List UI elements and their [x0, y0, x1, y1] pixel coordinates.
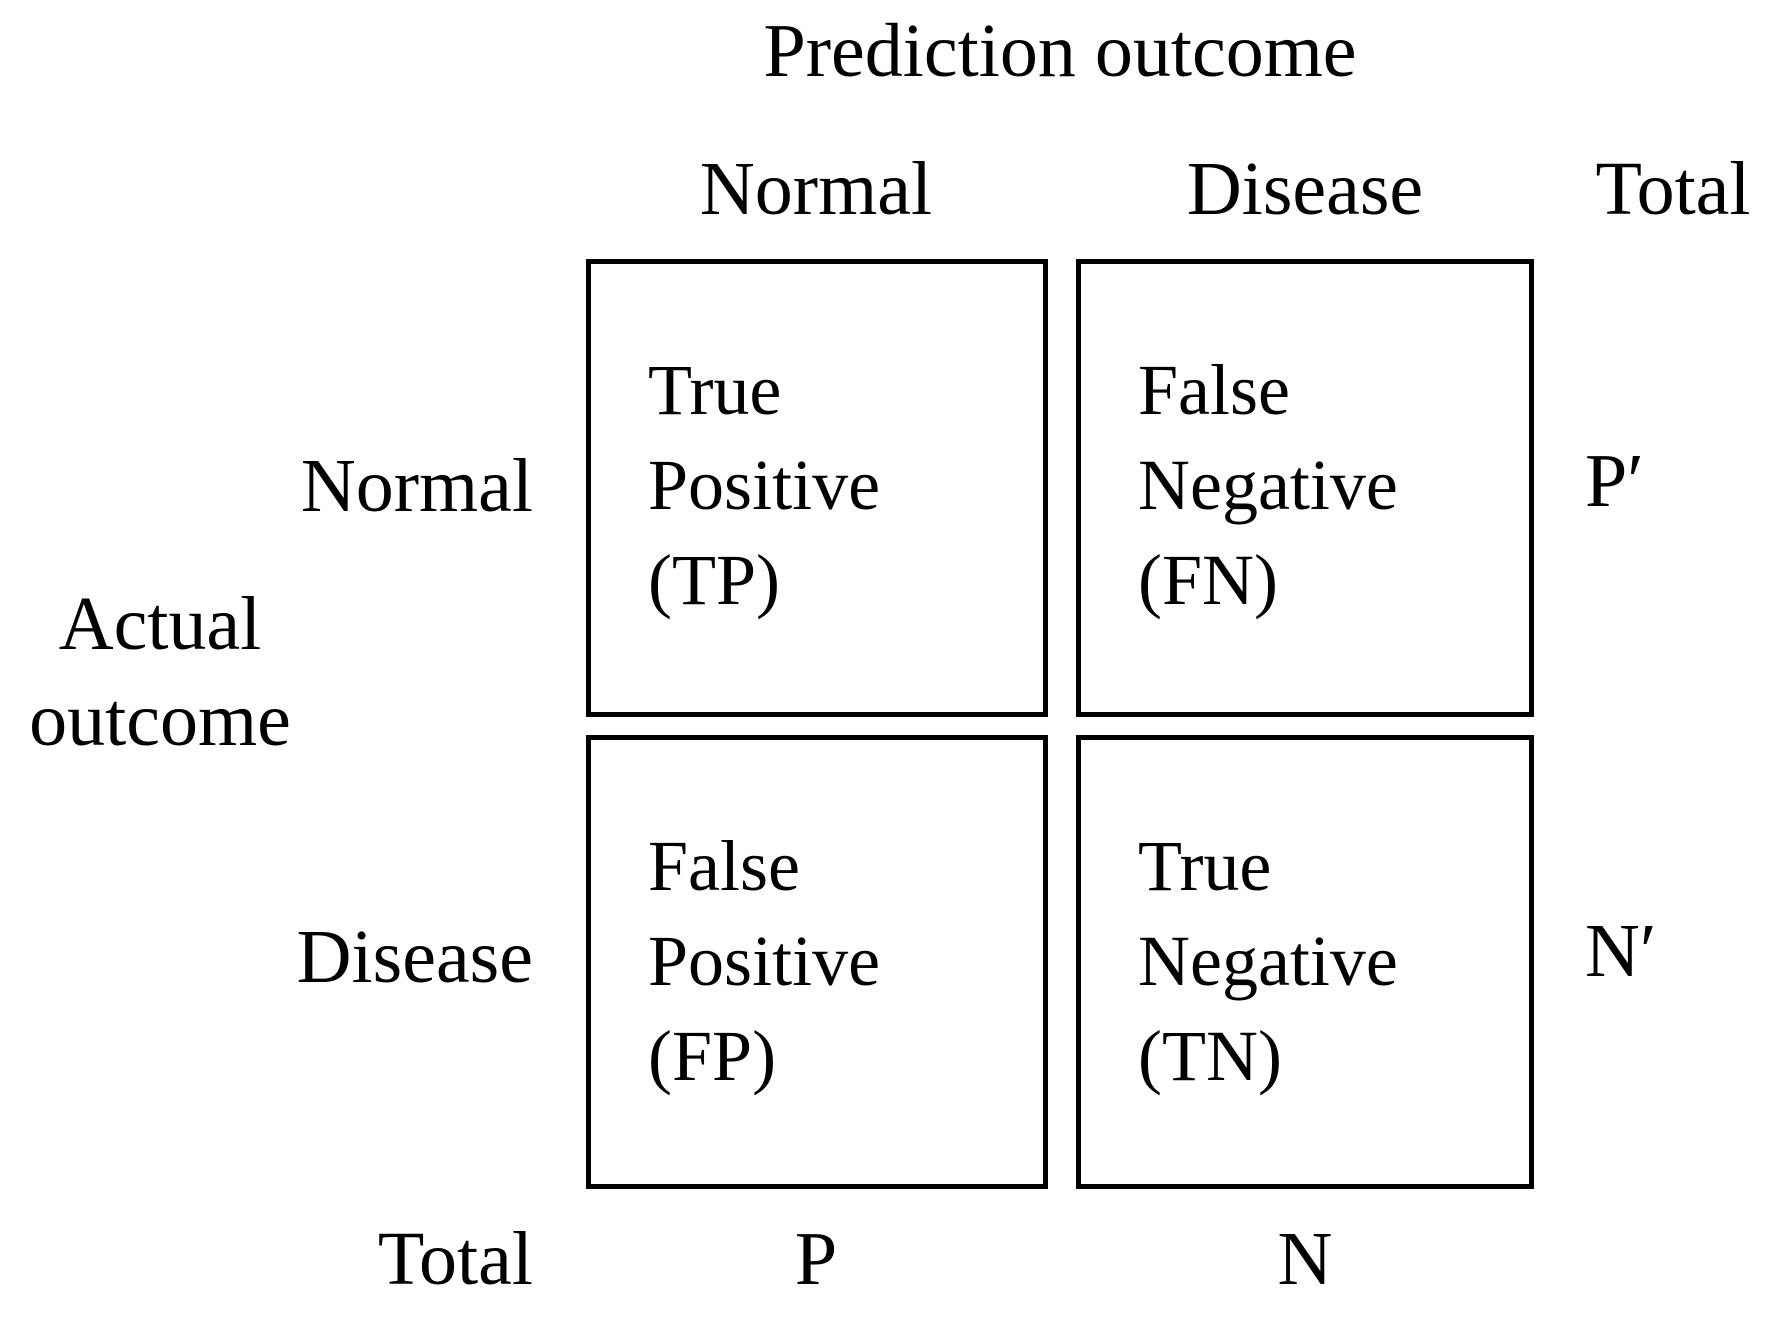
column2-total-value: N [1277, 1217, 1333, 1301]
cell-false-negative-line3: (FN) [1138, 540, 1278, 620]
cell-true-positive-line3: (TP) [648, 540, 780, 620]
column-header-disease: Disease [1186, 147, 1424, 231]
cell-false-positive-line3: (FP) [648, 1016, 777, 1096]
row1-total-value: P′ [1585, 439, 1644, 523]
cell-true-negative-line3: (TN) [1138, 1016, 1282, 1096]
cell-true-positive-line2: Positive [648, 445, 881, 525]
cell-false-positive-line1: False [648, 826, 800, 906]
actual-outcome-line2: outcome [29, 678, 291, 762]
cell-false-negative-line2: Negative [1138, 445, 1398, 525]
row2-total-value: N′ [1585, 909, 1657, 993]
cell-false-positive-line2: Positive [648, 921, 881, 1001]
cell-true-positive-line1: True [648, 350, 782, 430]
cell-true-positive: True Positive (TP) [586, 259, 1048, 717]
cell-false-negative: False Negative (FN) [1076, 259, 1534, 717]
prediction-outcome-title: Prediction outcome [763, 9, 1357, 93]
cell-false-positive: False Positive (FP) [586, 735, 1048, 1189]
footer-total-label: Total [377, 1217, 533, 1301]
column1-total-value: P [794, 1217, 838, 1301]
column-header-normal: Normal [699, 147, 933, 231]
actual-outcome-label: Actual outcome [10, 576, 310, 768]
cell-true-negative: True Negative (TN) [1076, 735, 1534, 1189]
actual-outcome-line1: Actual [58, 582, 262, 666]
cell-true-negative-line2: Negative [1138, 921, 1398, 1001]
cell-false-negative-line1: False [1138, 350, 1290, 430]
row-header-disease: Disease [296, 915, 533, 999]
row-header-normal: Normal [300, 444, 533, 528]
column-header-total: Total [1595, 147, 1751, 231]
cell-true-negative-line1: True [1138, 826, 1272, 906]
